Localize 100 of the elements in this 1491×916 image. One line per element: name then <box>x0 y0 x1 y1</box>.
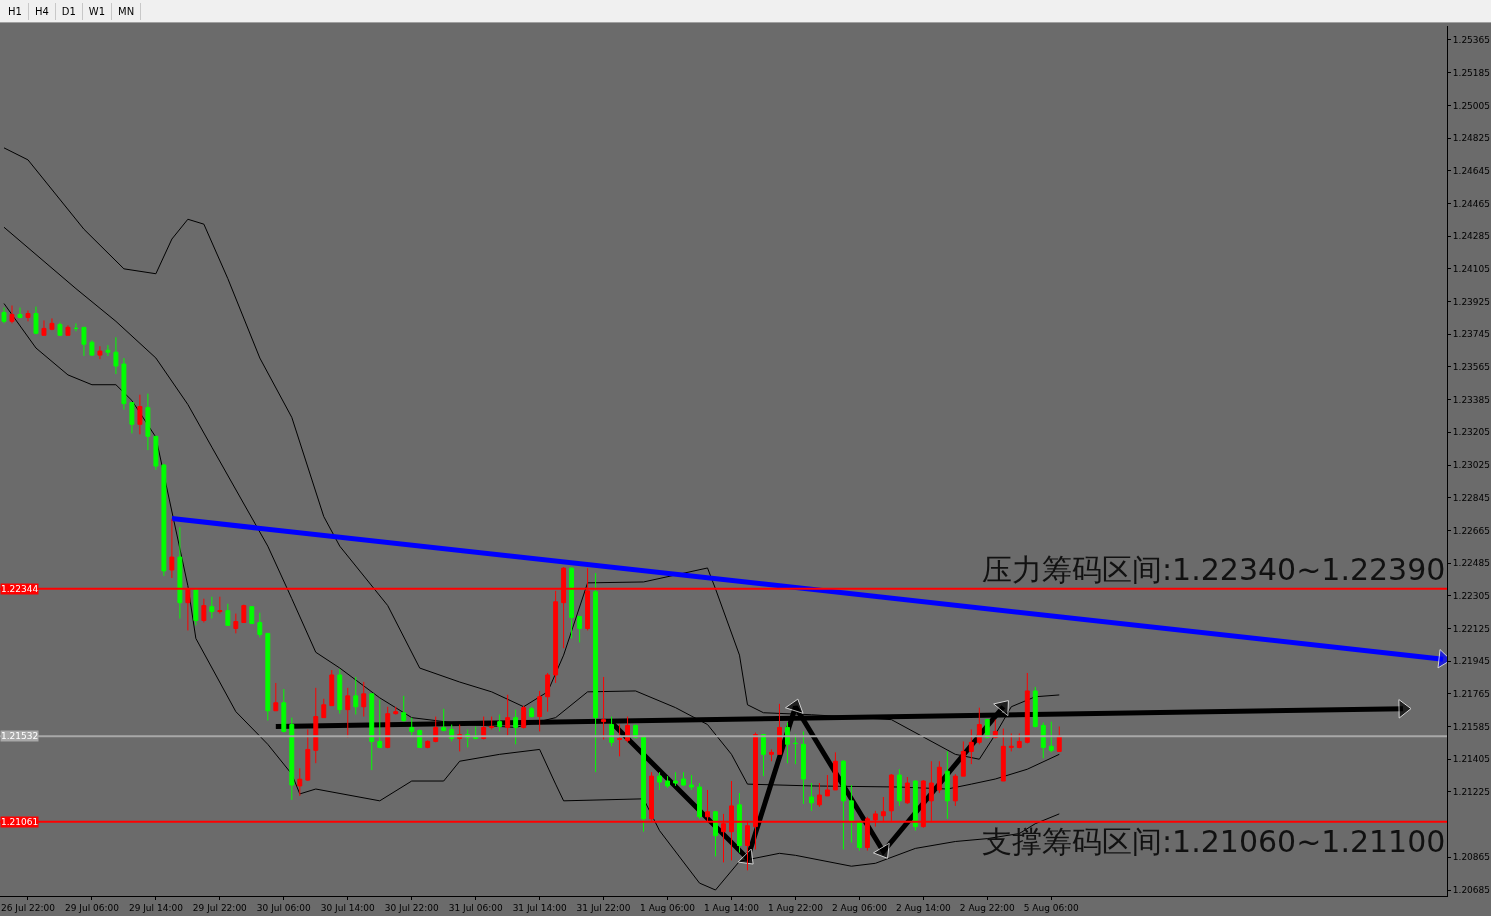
candlestick <box>856 821 862 852</box>
candlestick <box>1000 728 1006 782</box>
y-tick-label: 1.22845 <box>1452 492 1491 503</box>
candlestick <box>840 759 846 850</box>
candlestick <box>265 632 271 722</box>
candlestick <box>161 463 167 577</box>
candlestick <box>896 768 902 807</box>
candlestick <box>129 402 135 434</box>
x-tick-label: 1 Aug 14:00 <box>704 902 760 913</box>
candlestick <box>968 728 974 765</box>
timeframe-button: W1 <box>82 2 113 20</box>
y-tick-label: 1.24465 <box>1452 198 1491 209</box>
timeframe-button: MN <box>112 2 142 20</box>
candlestick <box>137 394 143 435</box>
candlestick <box>177 526 183 619</box>
candlestick <box>81 326 87 357</box>
y-tick-label: 1.20685 <box>1452 885 1491 896</box>
candlestick <box>337 668 343 715</box>
candlestick <box>1 307 7 324</box>
y-tick-label: 1.23385 <box>1452 394 1491 405</box>
x-tick-label: 31 Jul 14:00 <box>512 902 567 913</box>
candlestick <box>385 706 391 749</box>
candlestick <box>816 782 822 808</box>
y-tick-label: 1.21585 <box>1452 721 1491 732</box>
candlestick <box>273 682 279 712</box>
candlestick <box>153 435 159 471</box>
y-tick-label: 1.21225 <box>1452 787 1491 798</box>
x-tick-label: 31 Jul 22:00 <box>576 902 631 913</box>
y-tick-label: 1.23205 <box>1452 427 1491 438</box>
candlestick <box>297 767 303 797</box>
candlestick <box>952 773 958 807</box>
y-tick-label: 1.24645 <box>1452 165 1491 176</box>
candlestick <box>513 709 519 745</box>
y-tick-label: 1.21765 <box>1452 689 1491 699</box>
candlestick <box>673 771 678 787</box>
ref-line-label: 1.21061 <box>1 817 39 827</box>
candlestick <box>233 613 239 634</box>
candlestick <box>689 774 694 791</box>
ref-line-label: 1.21532 <box>1 731 39 741</box>
y-tick-label: 1.23925 <box>1452 296 1491 307</box>
candlestick <box>89 339 95 357</box>
candlestick <box>193 589 199 626</box>
candlestick <box>361 681 367 718</box>
candlestick <box>289 717 295 801</box>
candlestick <box>577 615 583 643</box>
x-tick-label: 2 Aug 14:00 <box>895 902 952 913</box>
ref-line-label: 1.22344 <box>1 584 39 594</box>
y-tick-label: 1.21945 <box>1452 656 1491 667</box>
candlestick <box>17 307 23 319</box>
candlestick <box>257 612 263 638</box>
y-tick-label: 1.25005 <box>1452 100 1491 111</box>
y-tick-label: 1.20865 <box>1452 852 1491 863</box>
candlestick <box>976 707 982 745</box>
candlestick <box>209 596 215 619</box>
x-tick-label: 30 Jul 14:00 <box>320 902 376 913</box>
x-tick-label: 5 Aug 06:00 <box>1023 902 1080 913</box>
candlestick <box>832 751 838 791</box>
x-tick-label: 30 Jul 22:00 <box>384 902 439 913</box>
candlestick <box>1016 732 1022 749</box>
candlestick <box>65 324 71 336</box>
candlestick <box>409 717 415 738</box>
y-tick-label: 1.22125 <box>1452 623 1491 634</box>
candlestick <box>912 779 918 832</box>
x-tick-label: 26 Jul 22:00 <box>0 902 56 913</box>
candlestick <box>1048 721 1054 753</box>
candlestick <box>777 703 782 755</box>
y-tick-label: 1.24105 <box>1452 263 1491 274</box>
candlestick <box>489 716 495 730</box>
candlestick <box>737 792 742 854</box>
candlestick <box>497 714 503 732</box>
x-tick-label: 29 Jul 22:00 <box>192 902 248 913</box>
y-tick-label: 1.25185 <box>1452 67 1491 78</box>
candlestick <box>241 604 247 623</box>
candlestick <box>1040 722 1046 759</box>
candlestick <box>545 672 551 713</box>
candlestick <box>345 687 351 738</box>
x-tick-label: 1 Aug 06:00 <box>640 902 696 913</box>
candlestick <box>641 735 647 833</box>
y-tick-label: 1.24285 <box>1452 231 1491 242</box>
timeframe-button: H1 <box>2 2 29 20</box>
candlestick <box>281 688 287 734</box>
candlestick <box>329 669 335 707</box>
candlestick <box>9 305 15 324</box>
candlestick <box>377 699 383 749</box>
candlestick <box>33 306 39 335</box>
candlestick <box>848 784 854 844</box>
candlestick <box>41 319 47 336</box>
candlestick <box>249 606 255 625</box>
x-tick-label: 2 Aug 22:00 <box>959 902 1016 913</box>
candlestick <box>944 750 950 820</box>
candlestick <box>904 776 910 805</box>
candlestick <box>321 698 327 719</box>
candlestick <box>761 734 766 777</box>
candlestick <box>73 322 79 332</box>
timeframe-button: D1 <box>55 2 83 20</box>
candlestick <box>145 393 151 451</box>
candlestick <box>792 734 798 765</box>
point <box>872 842 890 859</box>
candlestick <box>217 596 223 615</box>
timeframe-button: H4 <box>28 2 56 20</box>
